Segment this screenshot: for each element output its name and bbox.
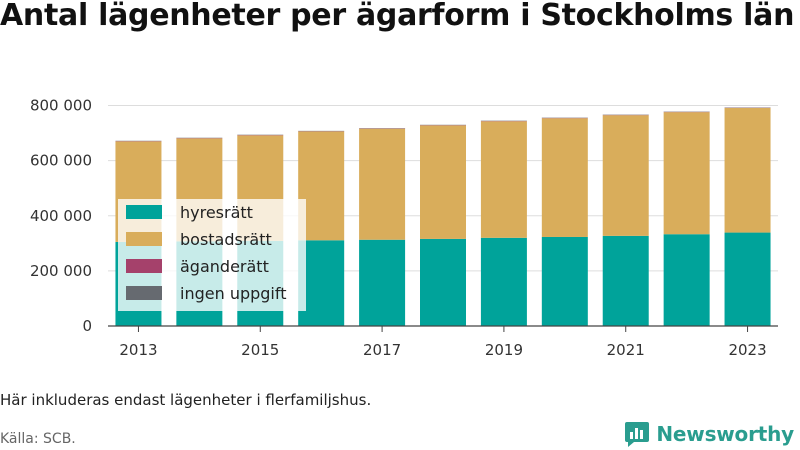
y-tick-label: 0	[82, 317, 92, 335]
x-tick-label: 2017	[363, 341, 401, 359]
y-tick-label: 800 000	[30, 97, 92, 115]
x-axis-ticks: 2013 2015 2017 2019 2021 2023	[119, 326, 767, 359]
x-tick-label: 2015	[241, 341, 279, 359]
bar-segment	[359, 239, 406, 326]
legend-label: hyresrätt	[180, 203, 253, 222]
legend-swatch	[126, 232, 162, 246]
bar-segment	[480, 237, 527, 326]
bar-segment	[602, 115, 649, 236]
legend-label: äganderätt	[180, 257, 269, 276]
legend-swatch	[126, 286, 162, 300]
legend: hyresrätt bostadsrätt äganderätt ingen uppg…	[118, 199, 306, 311]
bar-segment	[724, 232, 771, 326]
bar-segment	[602, 235, 649, 326]
x-tick-label: 2013	[119, 341, 157, 359]
y-axis-labels: 0 200 000 400 000 600 000 800 000	[30, 97, 92, 335]
chart-title: Antal lägenheter per ägarform i Stockhol…	[0, 0, 795, 33]
y-tick-label: 600 000	[30, 152, 92, 170]
chart-source: Källa: SCB.	[0, 431, 76, 447]
legend-label: bostadsrätt	[180, 230, 272, 249]
bar-segment	[359, 128, 406, 240]
newsworthy-wordmark: Newsworthy	[656, 422, 794, 446]
bar-segment	[663, 234, 710, 326]
legend-label: ingen uppgift	[180, 284, 287, 303]
bar-segment	[663, 112, 710, 235]
x-tick-label: 2021	[607, 341, 645, 359]
legend-swatch	[126, 205, 162, 219]
y-tick-label: 400 000	[30, 207, 92, 225]
bar-segment	[420, 125, 466, 239]
legend-swatch	[126, 259, 162, 273]
bar-segment	[724, 107, 771, 233]
bar-segment	[420, 238, 466, 326]
newsworthy-icon	[625, 422, 650, 447]
bar-segment	[541, 236, 588, 326]
bar-segment	[480, 121, 527, 238]
bar-segment	[541, 118, 588, 237]
x-tick-label: 2019	[485, 341, 523, 359]
x-tick-label: 2023	[728, 341, 766, 359]
newsworthy-logo: Newsworthy	[624, 420, 794, 448]
chart-note: Här inkluderas endast lägenheter i flerf…	[0, 391, 372, 409]
y-tick-label: 200 000	[30, 262, 92, 280]
